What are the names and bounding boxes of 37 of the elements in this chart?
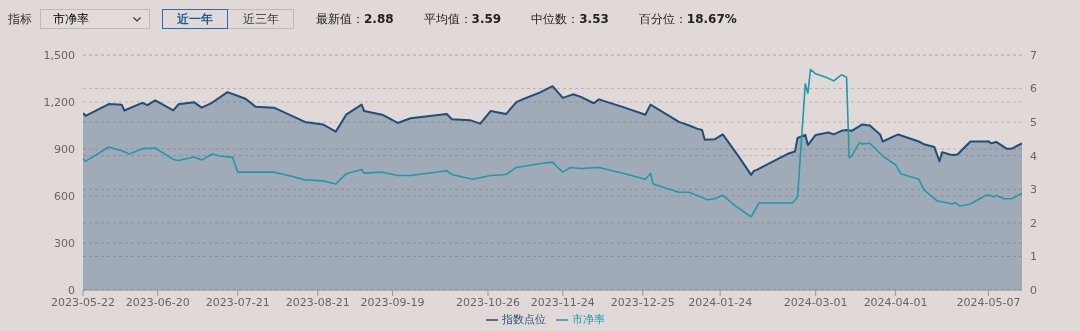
- y-tick-label: 600: [54, 189, 75, 203]
- y-tick-label: 0: [68, 283, 75, 297]
- y2-tick-label: 5: [1030, 116, 1037, 130]
- x-tick-label: 2023-09-19: [360, 295, 425, 309]
- text: 百分位：18.67%: [638, 10, 737, 28]
- y-tick-label: 1,500: [43, 48, 75, 62]
- y2-tick-label: 7: [1030, 48, 1037, 62]
- y2-tick-label: 1: [1030, 250, 1037, 264]
- legend-label: 指数点位: [501, 313, 546, 326]
- text: 市净率: [53, 10, 89, 28]
- x-tick-label: 2023-10-26: [456, 295, 520, 309]
- y-tick-label: 300: [54, 236, 75, 250]
- y2-tick-label: 6: [1030, 82, 1037, 96]
- y2-tick-label: 0: [1030, 283, 1037, 297]
- x-tick-label: 2023-06-20: [125, 295, 190, 309]
- y2-tick-label: 3: [1030, 183, 1037, 197]
- text: 中位数：3.53: [531, 10, 609, 28]
- text: 近三年: [228, 9, 294, 29]
- legend-label: 市净率: [571, 313, 605, 326]
- y2-tick-label: 2: [1030, 216, 1037, 230]
- x-tick-label: 2023-05-22: [51, 295, 115, 309]
- line-series: [83, 68, 1022, 218]
- y2-tick-label: 4: [1030, 149, 1037, 163]
- text: 平均值：3.59: [423, 10, 502, 28]
- x-tick-label: 2024-03-01: [783, 295, 848, 309]
- y-tick-label: 900: [54, 142, 75, 156]
- x-tick-label: 2023-12-25: [610, 295, 675, 309]
- x-tick-label: 2024-05-07: [956, 295, 1021, 309]
- text: 近一年: [162, 9, 228, 29]
- text: 最新值：2.88: [316, 10, 394, 28]
- x-tick-label: 2023-08-21: [285, 295, 350, 309]
- x-tick-label: 2023-11-24: [530, 295, 595, 309]
- text: 指标: [8, 10, 32, 28]
- x-tick-label: 2024-01-24: [688, 295, 753, 309]
- y-tick-label: 1,200: [43, 95, 75, 109]
- x-tick-label: 2023-07-21: [205, 295, 270, 309]
- x-tick-label: 2024-04-01: [863, 295, 928, 309]
